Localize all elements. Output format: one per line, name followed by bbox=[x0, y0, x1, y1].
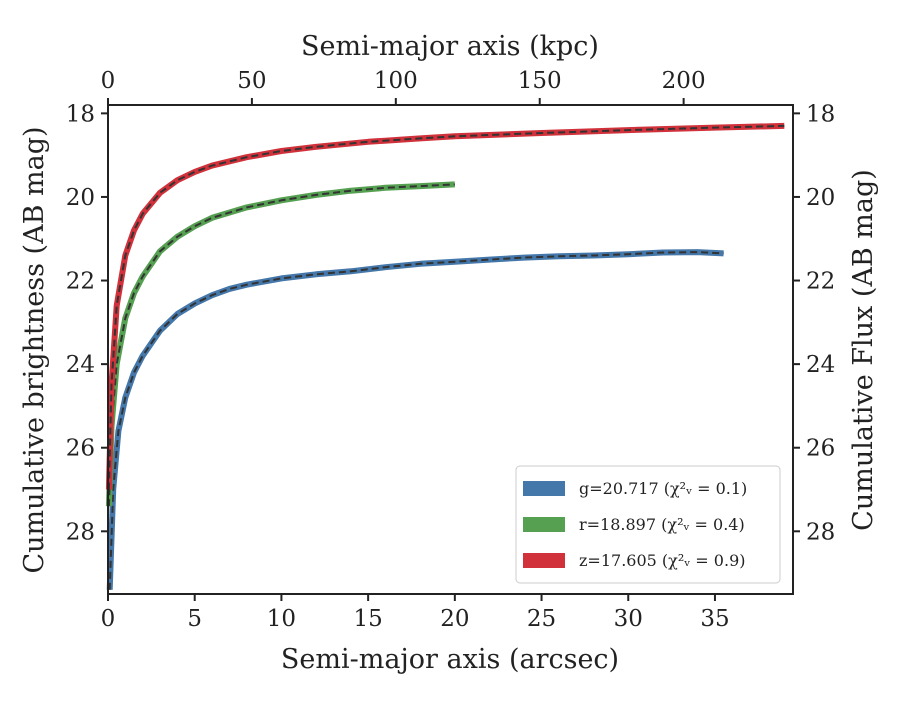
series-g-model-line bbox=[108, 251, 724, 590]
x2-tick-label: 100 bbox=[374, 68, 418, 94]
legend-box bbox=[515, 465, 781, 584]
legend-label-g: g=20.717 (χ²ᵥ = 0.1) bbox=[579, 479, 747, 498]
legend-label-r: r=18.897 (χ²ᵥ = 0.4) bbox=[579, 515, 745, 534]
ticks-layer: 0 5 10 15 20 25 30 35 0 50 100 150 200 18 18 20 20 22 22 24… bbox=[66, 68, 836, 632]
series-z-model-line bbox=[107, 124, 785, 490]
series-layer bbox=[105, 122, 785, 590]
series-z-band bbox=[105, 122, 785, 490]
series-r-band bbox=[105, 181, 455, 507]
y-tick-label: 22 bbox=[66, 269, 95, 295]
x-axis-title: Semi-major axis (arcsec) bbox=[281, 644, 619, 675]
x2-tick-label: 200 bbox=[662, 68, 706, 94]
legend-swatch-z bbox=[523, 553, 565, 568]
x-tick-label: 15 bbox=[353, 606, 382, 632]
y-tick-label: 20 bbox=[66, 185, 95, 211]
series-r-model-line bbox=[107, 183, 455, 507]
y-tick-label: 18 bbox=[66, 101, 95, 127]
x2-tick-label: 150 bbox=[518, 68, 562, 94]
x-tick-label: 25 bbox=[527, 606, 556, 632]
legend: g=20.717 (χ²ᵥ = 0.1) r=18.897 (χ²ᵥ = 0.4)… bbox=[515, 465, 781, 584]
x2-tick-label: 50 bbox=[237, 68, 266, 94]
x-tick-label: 5 bbox=[187, 606, 202, 632]
y2-tick-label: 18 bbox=[806, 101, 835, 127]
y-axis-title: Cumulative brightness (AB mag) bbox=[19, 126, 50, 573]
x2-tick-label: 0 bbox=[101, 68, 116, 94]
y2-tick-label: 28 bbox=[806, 519, 835, 545]
plot-frame bbox=[107, 104, 794, 595]
y-tick-label: 24 bbox=[66, 352, 95, 378]
x-tick-label: 35 bbox=[700, 606, 729, 632]
legend-swatch-r bbox=[523, 517, 565, 532]
y2-tick-label: 24 bbox=[806, 352, 835, 378]
x-tick-label: 0 bbox=[101, 606, 116, 632]
y2-tick-label: 20 bbox=[806, 185, 835, 211]
y2-tick-label: 22 bbox=[806, 269, 835, 295]
x-tick-label: 10 bbox=[267, 606, 296, 632]
legend-label-z: z=17.605 (χ²ᵥ = 0.9) bbox=[579, 551, 745, 570]
y2-axis-title: Cumulative Flux (AB mag) bbox=[848, 169, 879, 531]
legend-swatch-g bbox=[523, 481, 565, 496]
y-tick-label: 28 bbox=[66, 519, 95, 545]
y-tick-label: 26 bbox=[66, 436, 95, 462]
y2-tick-label: 26 bbox=[806, 436, 835, 462]
x-tick-label: 30 bbox=[614, 606, 643, 632]
x-tick-label: 20 bbox=[440, 606, 469, 632]
x2-axis-title: Semi-major axis (kpc) bbox=[301, 31, 599, 62]
